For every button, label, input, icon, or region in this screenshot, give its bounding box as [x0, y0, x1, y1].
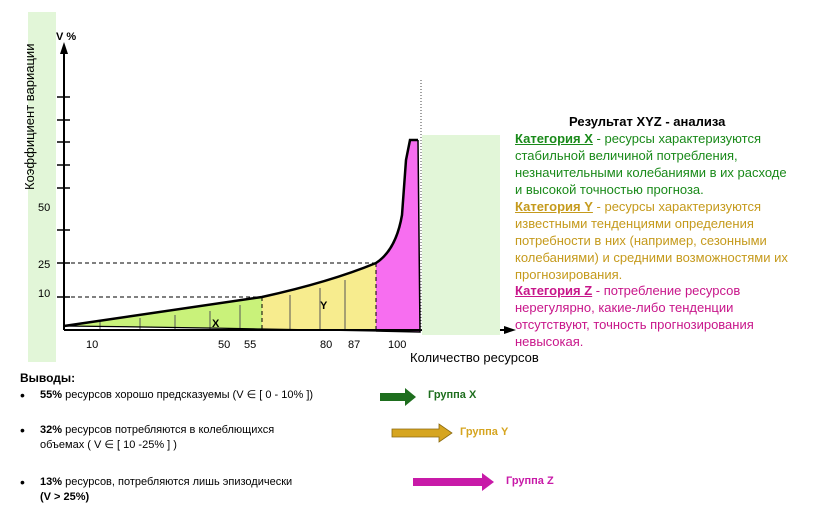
zone-y-area [262, 263, 376, 331]
conclusion-y-text: ресурсов потребляются в колеблющихся [62, 424, 275, 436]
y-tick-10: 10 [38, 288, 50, 300]
result-title: Результат XYZ - анализа [569, 114, 726, 129]
conclusion-z-line2: (V > 25%) [40, 491, 90, 503]
bullet-dot: • [20, 474, 25, 490]
axis-label-panel [28, 12, 56, 362]
conclusion-x-text: ресурсов хорошо предсказуемы (V ∈ [ 0 - … [62, 389, 314, 401]
arrow-group-x [380, 388, 416, 406]
category-x-description: Категория X - ресурсы характеризуются ст… [515, 130, 795, 198]
conclusions-title: Выводы: [20, 371, 76, 385]
group-y-label: Группа Y [460, 426, 509, 438]
conclusion-x-line1: 55% ресурсов хорошо предсказуемы (V ∈ [ … [40, 388, 313, 403]
conclusion-x-pct: 55% [40, 389, 63, 401]
y-tick-25: 25 [38, 259, 50, 271]
zone-z-border [375, 139, 421, 333]
x-tick-10: 10 [86, 339, 98, 351]
category-z-text: - потребление ресурсов нерегулярно, каки… [515, 283, 754, 349]
category-x-name: Категория X [515, 131, 593, 146]
x-tick-55: 55 [244, 339, 256, 351]
legend-highlight [422, 135, 500, 335]
zone-bottom-border [63, 325, 377, 332]
zone-x-label: X [212, 318, 220, 330]
arrow-group-z [413, 473, 494, 491]
group-z-label: Группа Z [506, 475, 554, 487]
y-axis-unit: V % [56, 31, 76, 43]
x-tick-87: 87 [348, 339, 360, 351]
category-z-description: Категория Z - потребление ресурсов нерег… [515, 282, 785, 350]
guide-lines [64, 262, 377, 331]
x-tick-80: 80 [320, 339, 332, 351]
conclusion-y-line1: 32% ресурсов потребляются в колеблющихся [40, 423, 274, 438]
category-y-text: - ресурсы характеризуются известными тен… [515, 199, 788, 282]
conclusion-z-line1: 13% ресурсов, потребляются лишь эпизодич… [40, 475, 292, 490]
zone-ticks [99, 280, 346, 331]
y-tick-50: 50 [38, 202, 50, 214]
x-tick-50: 50 [218, 339, 230, 351]
x-tick-100: 100 [388, 339, 406, 351]
category-y-name: Категория Y [515, 199, 593, 214]
conclusion-y-line2: объемах ( V ∈ [ 10 -25% ] ) [40, 439, 177, 451]
conclusion-z-pct: 13% [40, 476, 63, 488]
conclusion-y-pct: 32% [40, 424, 63, 436]
y-axis-title: Коэффициент вариации [22, 43, 37, 190]
category-x-text: - ресурсы характеризуются стабильной вел… [515, 131, 787, 197]
category-y-description: Категория Y - ресурсы характеризуются из… [515, 198, 800, 283]
x-axis-title: Количество ресурсов [410, 350, 539, 365]
bullet-dot: • [20, 422, 25, 438]
variation-curve [63, 138, 418, 328]
x-axis-arrow [504, 326, 516, 334]
arrow-group-y [391, 423, 453, 443]
y-axis-ticks [57, 96, 70, 298]
y-axis-arrow [60, 42, 68, 54]
zone-y-label: Y [320, 300, 328, 312]
conclusion-z-text: ресурсов, потребляются лишь эпизодически [62, 476, 293, 488]
bullet-dot: • [20, 387, 25, 403]
zone-z-area [376, 140, 420, 332]
group-x-label: Группа X [428, 389, 477, 401]
category-z-name: Категория Z [515, 283, 593, 298]
